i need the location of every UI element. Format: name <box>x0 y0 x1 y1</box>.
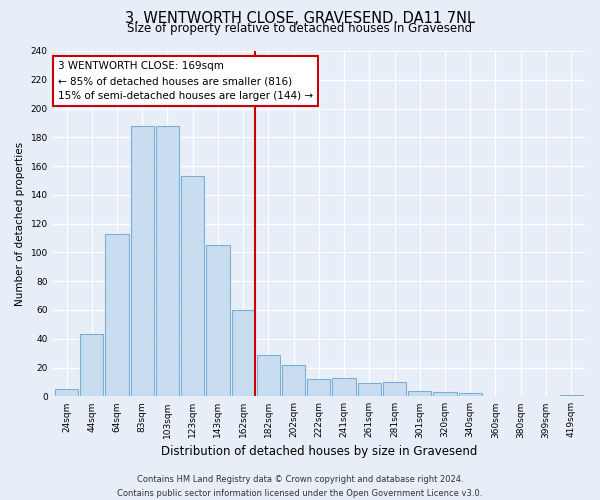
Text: 3 WENTWORTH CLOSE: 169sqm
← 85% of detached houses are smaller (816)
15% of semi: 3 WENTWORTH CLOSE: 169sqm ← 85% of detac… <box>58 62 313 101</box>
Bar <box>408 390 431 396</box>
Bar <box>80 334 103 396</box>
Bar <box>332 378 356 396</box>
Bar <box>433 392 457 396</box>
Bar <box>55 389 78 396</box>
Bar <box>358 384 381 396</box>
Text: Contains HM Land Registry data © Crown copyright and database right 2024.
Contai: Contains HM Land Registry data © Crown c… <box>118 474 482 498</box>
Bar <box>257 354 280 397</box>
Bar <box>181 176 204 396</box>
Text: Size of property relative to detached houses in Gravesend: Size of property relative to detached ho… <box>127 22 473 35</box>
Bar <box>232 310 255 396</box>
Text: 3, WENTWORTH CLOSE, GRAVESEND, DA11 7NL: 3, WENTWORTH CLOSE, GRAVESEND, DA11 7NL <box>125 11 475 26</box>
Bar <box>106 234 128 396</box>
Bar <box>206 245 230 396</box>
Bar <box>560 395 583 396</box>
Bar <box>383 382 406 396</box>
Bar <box>131 126 154 396</box>
Bar <box>307 379 331 396</box>
Y-axis label: Number of detached properties: Number of detached properties <box>15 142 25 306</box>
Bar <box>458 394 482 396</box>
Bar <box>156 126 179 396</box>
Bar <box>282 364 305 396</box>
X-axis label: Distribution of detached houses by size in Gravesend: Distribution of detached houses by size … <box>161 444 477 458</box>
